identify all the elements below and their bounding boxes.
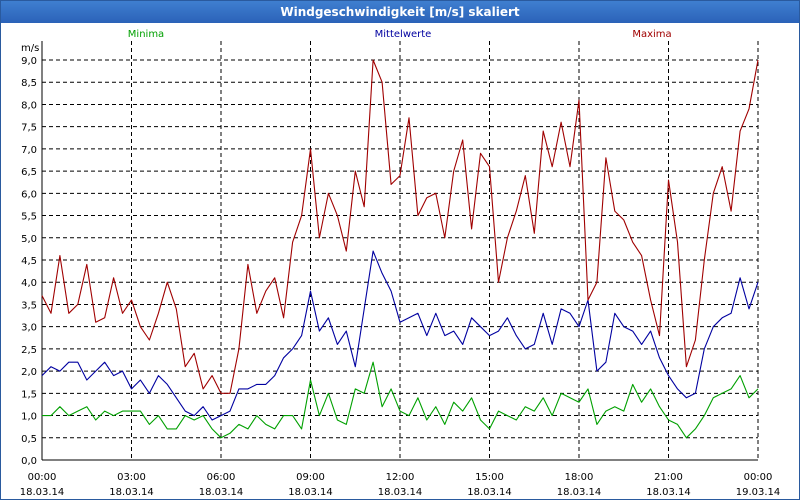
y-tick-label: 1,0: [21, 412, 37, 423]
y-tick-label: 0,5: [21, 434, 37, 445]
x-tick-date: 18.03.14: [646, 487, 691, 498]
y-tick-label: 7,5: [21, 123, 37, 134]
y-tick-label: 5,5: [21, 212, 37, 223]
x-tick-time: 00:00: [28, 472, 57, 483]
legend-maxima: Maxima: [632, 29, 671, 40]
x-tick-time: 15:00: [475, 472, 504, 483]
x-tick-date: 18.03.14: [199, 487, 244, 498]
x-tick-date: 18.03.14: [288, 487, 333, 498]
series-line-minima: [42, 361, 759, 439]
y-tick-label: 6,5: [21, 167, 37, 178]
y-axis-label: m/s: [21, 43, 39, 54]
x-tick-date: 18.03.14: [557, 487, 602, 498]
y-tick-label: 4,5: [21, 256, 37, 267]
y-tick-label: 8,5: [21, 78, 37, 89]
series-line-mittelwerte: [41, 250, 759, 421]
x-tick-time: 03:00: [117, 472, 146, 483]
y-tick-label: 2,5: [21, 345, 37, 356]
y-tick-label: 3,5: [21, 300, 37, 311]
legend-mittelwerte: Mittelwerte: [375, 29, 432, 40]
y-tick-label: 8,0: [21, 100, 37, 111]
x-tick-time: 21:00: [654, 472, 683, 483]
x-tick-time: 12:00: [386, 472, 415, 483]
y-tick-label: 6,0: [21, 189, 37, 200]
x-tick-date: 19.03.14: [736, 487, 781, 498]
series-line-maxima: [41, 59, 759, 394]
x-tick-time: 06:00: [207, 472, 236, 483]
y-tick-label: 7,0: [21, 145, 37, 156]
x-tick-date: 18.03.14: [109, 487, 154, 498]
y-tick-label: 2,0: [21, 367, 37, 378]
x-tick-date: 18.03.14: [378, 487, 423, 498]
window-title: Windgeschwindigkeit [m/s] skaliert: [1, 1, 799, 23]
x-tick-date: 18.03.14: [20, 487, 65, 498]
y-tick-label: 5,0: [21, 234, 37, 245]
x-tick-time: 09:00: [296, 472, 325, 483]
y-tick-label: 3,0: [21, 323, 37, 334]
x-tick-time: 00:00: [744, 472, 773, 483]
legend-minima: Minima: [128, 29, 164, 40]
x-tick-time: 18:00: [565, 472, 594, 483]
y-tick-label: 0,0: [21, 456, 37, 467]
y-tick-label: 1,5: [21, 389, 37, 400]
x-tick-date: 18.03.14: [467, 487, 512, 498]
y-tick-label: 4,0: [21, 278, 37, 289]
y-tick-label: 9,0: [21, 56, 37, 67]
